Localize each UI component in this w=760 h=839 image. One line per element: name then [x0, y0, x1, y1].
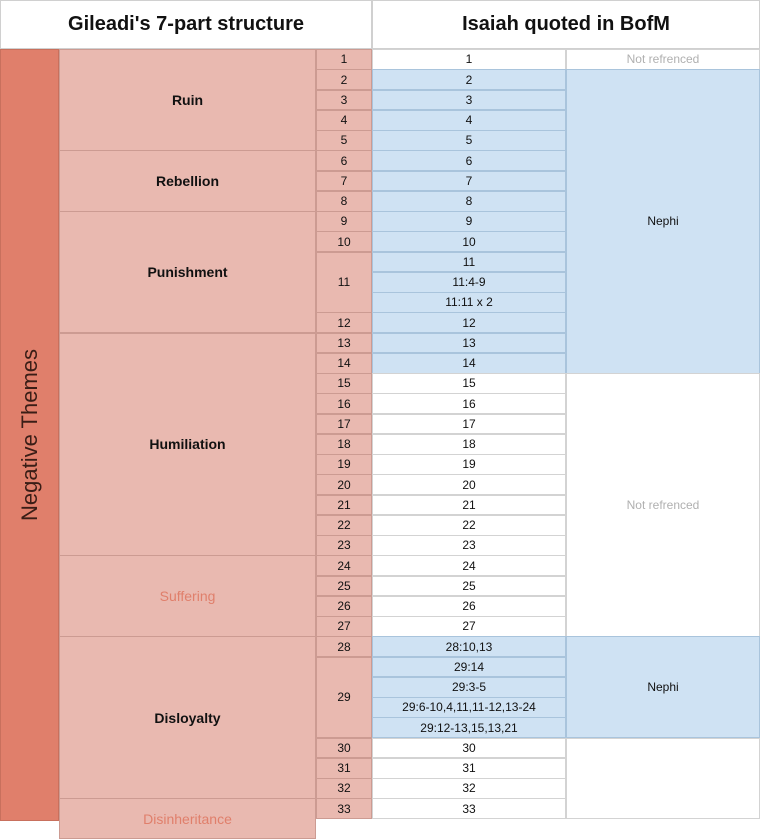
chapter-cell[interactable]: 17: [316, 413, 372, 435]
reference-cell[interactable]: Not refrenced: [566, 373, 760, 637]
quote-cell[interactable]: 28:10,13: [372, 636, 566, 657]
quote-cell[interactable]: 22: [372, 514, 566, 536]
chapter-cell[interactable]: 9: [316, 211, 372, 232]
chapter-cell[interactable]: 27: [316, 616, 372, 637]
quote-cell[interactable]: 16: [372, 393, 566, 414]
chapter-cell[interactable]: 32: [316, 778, 372, 799]
chapter-cell[interactable]: 13: [316, 332, 372, 354]
chapter-cell[interactable]: 19: [316, 454, 372, 475]
chapter-cell[interactable]: 23: [316, 535, 372, 556]
chapter-cell[interactable]: 8: [316, 190, 372, 212]
quote-cell[interactable]: 20: [372, 474, 566, 495]
quote-cell[interactable]: 15: [372, 373, 566, 394]
quote-cell[interactable]: 1: [372, 49, 566, 70]
section-cell[interactable]: Suffering: [59, 555, 316, 637]
reference-cell[interactable]: Not refrenced: [566, 49, 760, 70]
chapter-cell[interactable]: 31: [316, 757, 372, 779]
chapter-cell[interactable]: 2: [316, 69, 372, 90]
quote-cell[interactable]: 11: [372, 251, 566, 273]
chapter-cell[interactable]: 22: [316, 514, 372, 536]
section-cell[interactable]: Ruin: [59, 49, 316, 151]
quote-cell[interactable]: 25: [372, 575, 566, 597]
chapter-cell[interactable]: 18: [316, 433, 372, 455]
chapter-cell[interactable]: 1: [316, 49, 372, 70]
chapter-cell[interactable]: 12: [316, 312, 372, 333]
chapter-cell[interactable]: 30: [316, 737, 372, 759]
section-cell[interactable]: Humiliation: [59, 332, 316, 556]
section-cell[interactable]: Disinheritance: [59, 798, 316, 839]
quote-cell[interactable]: 18: [372, 433, 566, 455]
chapter-cell[interactable]: 28: [316, 636, 372, 657]
quote-cell[interactable]: 21: [372, 494, 566, 516]
quote-cell[interactable]: 14: [372, 352, 566, 374]
chapter-cell[interactable]: 24: [316, 555, 372, 576]
quote-cell[interactable]: 24: [372, 555, 566, 576]
chapter-cell[interactable]: 15: [316, 373, 372, 394]
chapter-cell[interactable]: 4: [316, 109, 372, 131]
chapter-cell[interactable]: 3: [316, 89, 372, 111]
quote-cell[interactable]: 29:6-10,4,11,11-12,13-24: [372, 697, 566, 718]
header-quoted[interactable]: Isaiah quoted in BofM: [372, 0, 760, 49]
chapter-cell[interactable]: 25: [316, 575, 372, 597]
header-structure[interactable]: Gileadi's 7-part structure: [0, 0, 372, 49]
quote-cell[interactable]: 11:11 x 2: [372, 292, 566, 313]
quote-cell[interactable]: 19: [372, 454, 566, 475]
chapter-cell[interactable]: 5: [316, 130, 372, 151]
chapter-cell[interactable]: 6: [316, 150, 372, 171]
chapter-cell[interactable]: 16: [316, 393, 372, 414]
chapter-cell[interactable]: 20: [316, 474, 372, 495]
quote-cell[interactable]: 29:3-5: [372, 676, 566, 698]
chapter-cell[interactable]: 21: [316, 494, 372, 516]
quote-cell[interactable]: 7: [372, 170, 566, 192]
quote-cell[interactable]: 5: [372, 130, 566, 151]
quote-cell[interactable]: 13: [372, 332, 566, 354]
quote-cell[interactable]: 29:14: [372, 656, 566, 678]
quote-cell[interactable]: 30: [372, 737, 566, 759]
quote-cell[interactable]: 23: [372, 535, 566, 556]
chapter-cell[interactable]: 10: [316, 231, 372, 252]
reference-cell[interactable]: Nephi: [566, 636, 760, 738]
section-cell[interactable]: Punishment: [59, 211, 316, 333]
quote-cell[interactable]: 3: [372, 89, 566, 111]
reference-cell[interactable]: Nephi: [566, 69, 760, 374]
quote-cell[interactable]: 29:12-13,15,13,21: [372, 717, 566, 738]
quote-cell[interactable]: 12: [372, 312, 566, 333]
chapter-cell[interactable]: 29: [316, 656, 372, 738]
quote-cell[interactable]: 8: [372, 190, 566, 212]
quote-cell[interactable]: 27: [372, 616, 566, 637]
quote-cell[interactable]: 17: [372, 413, 566, 435]
quote-cell[interactable]: 6: [372, 150, 566, 171]
section-cell[interactable]: Rebellion: [59, 150, 316, 212]
chapter-cell[interactable]: 14: [316, 352, 372, 374]
quote-cell[interactable]: 33: [372, 798, 566, 819]
quote-cell[interactable]: 9: [372, 211, 566, 232]
quote-cell[interactable]: 2: [372, 69, 566, 90]
theme-label: Negative Themes: [16, 348, 42, 522]
quote-cell[interactable]: 31: [372, 757, 566, 779]
theme-cell[interactable]: Negative Themes: [0, 49, 59, 821]
quote-cell[interactable]: 26: [372, 595, 566, 617]
chapter-cell[interactable]: 7: [316, 170, 372, 192]
quote-cell[interactable]: 11:4-9: [372, 271, 566, 293]
quote-cell[interactable]: 10: [372, 231, 566, 252]
chapter-cell[interactable]: 26: [316, 595, 372, 617]
reference-cell[interactable]: [566, 737, 760, 819]
section-cell[interactable]: Disloyalty: [59, 636, 316, 799]
chapter-cell[interactable]: 11: [316, 251, 372, 313]
quote-cell[interactable]: 32: [372, 778, 566, 799]
quote-cell[interactable]: 4: [372, 109, 566, 131]
chapter-cell[interactable]: 33: [316, 798, 372, 819]
